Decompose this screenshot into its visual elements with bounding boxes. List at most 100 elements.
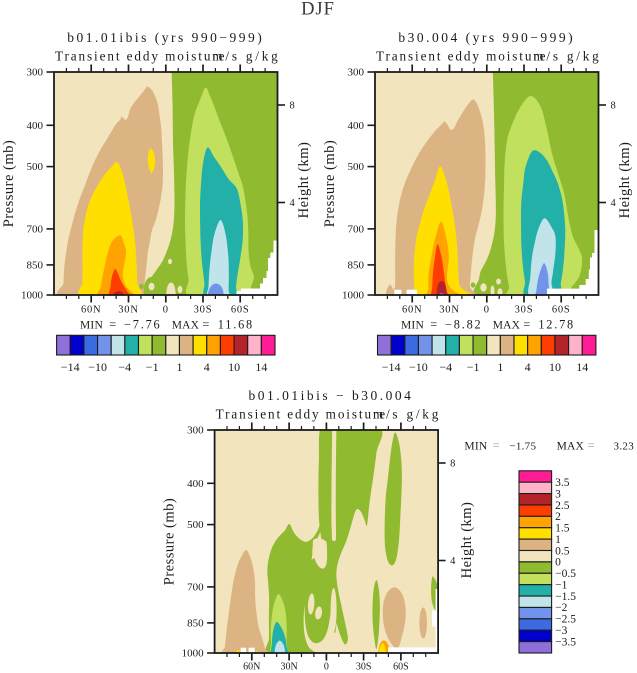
svg-text:300: 300	[348, 67, 365, 79]
svg-text:−2.5: −2.5	[555, 614, 576, 626]
svg-text:−1: −1	[555, 580, 567, 592]
svg-text:30S: 30S	[515, 305, 534, 316]
svg-text:60N: 60N	[402, 305, 422, 316]
svg-text:8: 8	[611, 101, 616, 112]
svg-text:2: 2	[555, 511, 561, 523]
svg-text:−0.5: −0.5	[555, 568, 576, 580]
svg-text:MIN: MIN	[80, 320, 103, 332]
svg-text:400: 400	[187, 478, 204, 490]
svg-text:DJF: DJF	[301, 0, 335, 20]
svg-text:Transient eddy moisture: Transient eddy moisture	[376, 49, 547, 64]
svg-text:4: 4	[450, 556, 456, 567]
svg-text:Transient eddy moisture: Transient eddy moisture	[216, 407, 387, 422]
svg-text:Height (km): Height (km)	[459, 502, 475, 579]
svg-text:Height (km): Height (km)	[296, 142, 312, 219]
svg-text:−14: −14	[61, 360, 80, 374]
svg-text:0: 0	[555, 557, 561, 569]
svg-text:=: =	[430, 318, 437, 332]
svg-text:700: 700	[187, 581, 204, 593]
svg-text:b01.01ibis − b30.004: b01.01ibis − b30.004	[248, 388, 413, 403]
svg-text:30S: 30S	[356, 662, 372, 673]
svg-text:−2: −2	[555, 602, 567, 614]
svg-text:Height (km): Height (km)	[617, 142, 633, 219]
svg-text:850: 850	[27, 259, 44, 271]
svg-text:−14: −14	[382, 360, 401, 374]
svg-text:=: =	[523, 318, 530, 332]
svg-text:500: 500	[348, 161, 365, 173]
svg-text:Pressure (mb): Pressure (mb)	[162, 498, 178, 585]
svg-text:−10: −10	[88, 360, 107, 374]
svg-text:0: 0	[484, 305, 490, 316]
svg-text:−1: −1	[146, 360, 159, 374]
svg-text:−3.5: −3.5	[555, 636, 576, 648]
svg-text:0: 0	[163, 305, 169, 316]
svg-text:12.78: 12.78	[538, 318, 575, 332]
svg-text:4: 4	[204, 360, 210, 374]
svg-text:400: 400	[27, 120, 44, 132]
svg-text:MIN: MIN	[401, 320, 424, 332]
svg-text:850: 850	[348, 259, 365, 271]
svg-text:b01.01ibis (yrs 990−999): b01.01ibis (yrs 990−999)	[67, 30, 264, 45]
svg-text:−7.76: −7.76	[124, 318, 161, 332]
svg-text:1: 1	[177, 360, 183, 374]
svg-text:2.5: 2.5	[555, 500, 570, 512]
svg-text:14: 14	[255, 360, 267, 374]
svg-text:400: 400	[348, 120, 365, 132]
svg-text:3: 3	[555, 488, 561, 500]
svg-text:0.5: 0.5	[555, 545, 570, 557]
svg-text:4: 4	[525, 360, 531, 374]
svg-text:MAX: MAX	[493, 320, 521, 332]
svg-text:4: 4	[611, 198, 617, 209]
svg-text:700: 700	[348, 223, 365, 235]
svg-text:Pressure (mb): Pressure (mb)	[322, 140, 338, 227]
svg-text:60N: 60N	[243, 662, 260, 673]
svg-text:8: 8	[290, 101, 295, 112]
svg-text:m/s g/kg: m/s g/kg	[212, 49, 280, 64]
svg-text:m/s g/kg: m/s g/kg	[533, 49, 601, 64]
svg-text:Pressure (mb): Pressure (mb)	[1, 140, 17, 227]
svg-text:=: =	[202, 318, 209, 332]
svg-text:8: 8	[450, 459, 455, 470]
svg-text:14: 14	[576, 360, 588, 374]
svg-text:1: 1	[555, 534, 561, 546]
svg-text:500: 500	[27, 161, 44, 173]
svg-text:300: 300	[187, 425, 204, 437]
svg-text:30S: 30S	[194, 305, 213, 316]
svg-text:−1.5: −1.5	[555, 591, 576, 603]
svg-text:60S: 60S	[393, 662, 409, 673]
svg-text:MAX: MAX	[172, 320, 200, 332]
svg-text:b30.004 (yrs 990−999): b30.004 (yrs 990−999)	[398, 30, 575, 45]
svg-text:11.68: 11.68	[218, 318, 254, 332]
svg-text:MIN: MIN	[464, 440, 487, 452]
svg-text:850: 850	[187, 617, 204, 629]
svg-text:−8.82: −8.82	[445, 318, 482, 332]
svg-text:3.23: 3.23	[614, 440, 635, 452]
svg-text:60S: 60S	[231, 305, 250, 316]
svg-text:30N: 30N	[118, 305, 138, 316]
svg-text:10: 10	[549, 360, 561, 374]
svg-text:1000: 1000	[342, 290, 365, 302]
svg-text:30N: 30N	[439, 305, 459, 316]
svg-text:60S: 60S	[552, 305, 571, 316]
svg-text:−4: −4	[118, 360, 131, 374]
svg-text:60N: 60N	[81, 305, 101, 316]
svg-text:=: =	[109, 318, 116, 332]
svg-text:1000: 1000	[182, 648, 205, 660]
svg-text:1000: 1000	[21, 290, 44, 302]
svg-text:MAX: MAX	[557, 440, 585, 452]
svg-text:0: 0	[324, 662, 329, 673]
svg-text:30N: 30N	[280, 662, 297, 673]
svg-text:m/s g/kg: m/s g/kg	[373, 407, 441, 422]
svg-text:10: 10	[228, 360, 240, 374]
svg-text:1: 1	[497, 360, 503, 374]
svg-text:4: 4	[290, 198, 296, 209]
svg-text:300: 300	[27, 67, 44, 79]
svg-text:1.5: 1.5	[555, 523, 570, 535]
svg-text:Transient eddy moisture: Transient eddy moisture	[55, 49, 226, 64]
svg-text:3.5: 3.5	[555, 477, 570, 489]
svg-text:−1: −1	[467, 360, 480, 374]
svg-text:−3: −3	[555, 625, 567, 637]
svg-text:700: 700	[27, 223, 44, 235]
svg-text:−1.75: −1.75	[509, 440, 536, 452]
svg-text:=: =	[588, 438, 595, 452]
